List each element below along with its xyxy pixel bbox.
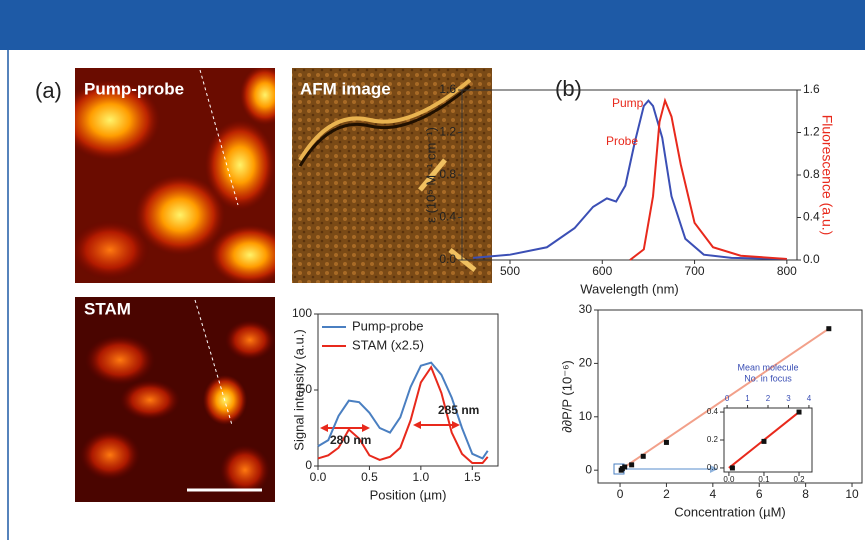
annotation: 280 nm	[330, 433, 371, 447]
y2-tick-label: 0.0	[803, 252, 820, 266]
x-tick-label: 0.0	[723, 475, 735, 484]
y-tick-label: 0.0	[707, 463, 719, 472]
y-axis-label: ∂∂P/P (10⁻⁶)	[559, 360, 574, 433]
x-tick-label: 500	[500, 264, 520, 278]
fwhm-arrows	[320, 421, 460, 432]
plot-frame	[462, 90, 797, 260]
y-tick-label: 0.4	[439, 210, 456, 224]
x2-axis-label: Mean molecule	[737, 362, 798, 372]
x2-tick-label: 1	[745, 394, 750, 403]
x2-tick-label: 2	[766, 394, 771, 403]
y2-axis-label: Fluorescence (a.u.)	[819, 115, 835, 236]
x-tick-label: 8	[802, 487, 809, 501]
y-tick-label: 0.4	[707, 407, 719, 416]
y-tick-label: 100	[292, 306, 312, 320]
y2-tick-label: 0.8	[803, 167, 820, 181]
y-tick-label: 10	[579, 409, 593, 423]
y2-tick-label: 1.6	[803, 82, 820, 96]
series-line	[473, 101, 787, 259]
x-tick-label: 0.2	[793, 475, 805, 484]
data-point	[826, 326, 831, 331]
image-title: STAM	[84, 299, 131, 318]
y-tick-label: 20	[579, 356, 593, 370]
panel-label: (a)	[35, 78, 62, 103]
y2-tick-label: 0.4	[803, 210, 820, 224]
annotation: Probe	[606, 134, 638, 148]
x2-tick-label: 0	[725, 394, 730, 403]
x-tick-label: 0	[617, 487, 624, 501]
panel-label: (b)	[555, 76, 582, 101]
x-tick-label: 0.0	[310, 470, 327, 484]
legend-label: Pump-probe	[352, 318, 424, 333]
x-tick-label: 700	[685, 264, 705, 278]
y2-tick-label: 1.2	[803, 125, 820, 139]
x-tick-label: 0.1	[758, 475, 770, 484]
x-tick-label: 0.5	[361, 470, 378, 484]
x-tick-label: 1.5	[464, 470, 481, 484]
data-point	[641, 454, 646, 459]
data-point	[622, 464, 627, 469]
x-tick-label: 6	[756, 487, 763, 501]
y-axis-label: ε (10⁵ M⁻¹ cm⁻¹)	[423, 127, 438, 223]
x-tick-label: 2	[663, 487, 670, 501]
stam-image	[75, 297, 275, 502]
y-tick-label: 0	[305, 458, 312, 472]
x-tick-label: 800	[777, 264, 797, 278]
data-point	[664, 440, 669, 445]
x2-tick-label: 3	[786, 394, 791, 403]
y-tick-label: 1.2	[439, 125, 456, 139]
figure: (a) (b) Pump-probe AFM image STAM 0.0 0.5…	[0, 0, 865, 540]
x-axis-label: Position (µm)	[370, 487, 447, 502]
y-tick-label: 0.0	[439, 252, 456, 266]
x-tick-label: 1.0	[413, 470, 430, 484]
y-axis-label: Signal intensity (a.u.)	[291, 329, 306, 450]
x-tick-label: 4	[709, 487, 716, 501]
x-tick-label: 10	[845, 487, 859, 501]
y-tick-label: 30	[579, 302, 593, 316]
x-tick-label: 600	[592, 264, 612, 278]
x2-tick-label: 4	[807, 394, 812, 403]
data-point	[629, 462, 634, 467]
image-title: Pump-probe	[84, 79, 184, 98]
y-tick-label: 0.8	[439, 167, 456, 181]
data-point	[730, 465, 735, 470]
legend-label: STAM (x2.5)	[352, 337, 424, 352]
y-tick-label: 0	[585, 462, 592, 476]
annotation: 285 nm	[438, 403, 479, 417]
y-tick-label: 0.2	[707, 435, 719, 444]
data-point	[761, 439, 766, 444]
series-line	[630, 101, 787, 260]
image-title: AFM image	[300, 79, 391, 98]
annotation: Pump	[612, 96, 644, 110]
x-axis-label: Concentration (µM)	[674, 504, 786, 519]
x2-axis-label: No. in focus	[744, 373, 792, 383]
x-axis-label: Wavelength (nm)	[580, 281, 679, 296]
data-point	[797, 410, 802, 415]
header-band	[0, 0, 865, 50]
y-tick-label: 1.6	[439, 82, 456, 96]
